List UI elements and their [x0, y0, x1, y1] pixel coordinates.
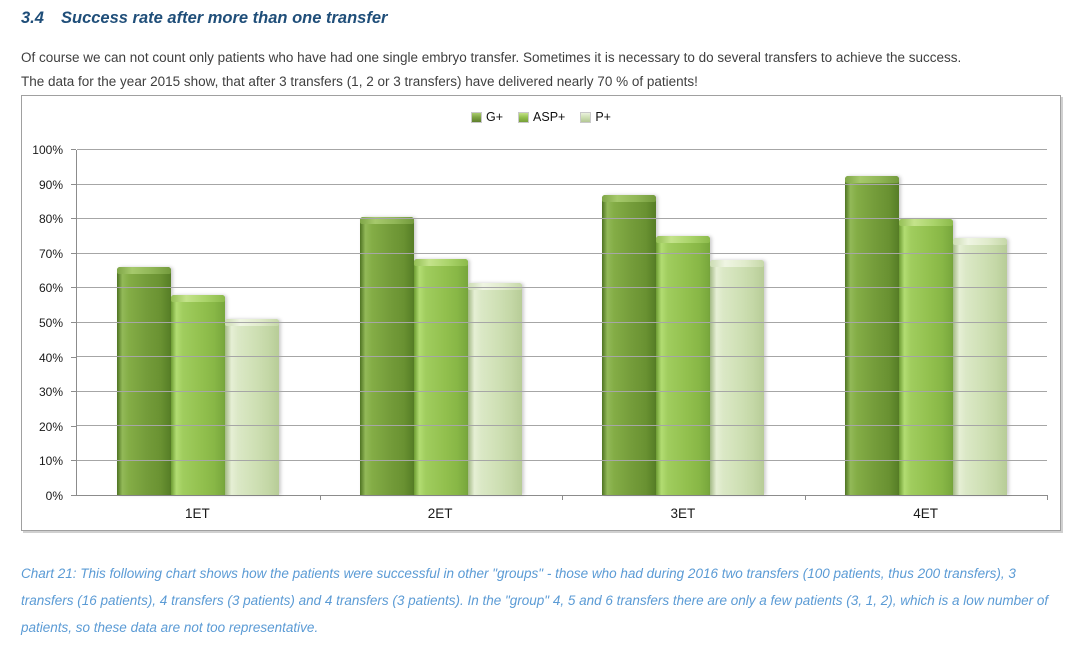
- bar-ASPplus-1ET: [171, 294, 226, 495]
- y-axis-tick-label: 60%: [38, 281, 63, 296]
- bar-Gplus-4ET: [844, 175, 899, 495]
- bar-group-3ET: [562, 150, 805, 495]
- y-axis-tick-label: 100%: [32, 143, 63, 157]
- gridline: [77, 356, 1047, 357]
- legend-item-Pplus: P+: [580, 110, 611, 124]
- gridline: [77, 459, 1047, 461]
- bar-ASPplus-3ET: [656, 236, 711, 495]
- y-axis-tick-label: 10%: [38, 454, 63, 469]
- y-axis-tick-label: 0%: [45, 489, 63, 503]
- y-axis-tick: [71, 495, 76, 496]
- legend-item-Gplus: G+: [471, 110, 503, 124]
- y-axis-labels: 0% 10% 20% 30% 40% 50% 60% 70% 80% 90% 100%: [22, 143, 76, 503]
- legend-label: G+: [486, 110, 504, 124]
- bar-Pplus-2ET: [467, 282, 522, 495]
- bar-group-4ET: [805, 150, 1048, 495]
- paragraph-2: The data for the year 2015 show, that af…: [21, 74, 698, 89]
- x-axis-tick: [804, 495, 806, 500]
- y-axis-tick-label: 50%: [38, 316, 63, 330]
- bar-ASPplus-4ET: [898, 219, 953, 495]
- y-axis-tick: [71, 183, 76, 185]
- chart-legend: G+ ASP+ P+: [22, 108, 1060, 126]
- bar-ASPplus-2ET: [413, 258, 468, 495]
- legend-label: P+: [595, 110, 611, 124]
- bars-row: [77, 150, 1047, 495]
- legend-label: ASP+: [533, 110, 566, 124]
- y-axis-tick-label: 20%: [38, 419, 63, 434]
- legend-item-ASPplus: ASP+: [518, 110, 565, 124]
- paragraph-1: Of course we can not count only patients…: [21, 50, 962, 65]
- category-label-4ET: 4ET: [913, 506, 938, 521]
- category-label-3ET: 3ET: [670, 506, 696, 521]
- bar-Gplus-1ET: [117, 267, 172, 495]
- y-axis-tick: [71, 391, 76, 393]
- gridline: [77, 183, 1047, 185]
- y-axis-tick: [71, 460, 76, 462]
- plot-area: [76, 149, 1048, 500]
- bar-Pplus-4ET: [952, 237, 1007, 495]
- bar-group-2ET: [320, 150, 563, 495]
- category-label-1ET: 1ET: [184, 506, 210, 521]
- y-axis-tick-label: 40%: [38, 350, 63, 365]
- gridline: [77, 321, 1047, 323]
- gridline: [77, 287, 1047, 288]
- x-axis-tick: [562, 495, 563, 500]
- plot-wrap: 0% 10% 20% 30% 40% 50% 60% 70% 80% 90% 100% 1ET 2ET…: [22, 143, 1060, 532]
- y-axis-tick: [71, 287, 76, 289]
- y-axis-tick: [71, 218, 76, 220]
- y-axis-tick-label: 90%: [38, 177, 63, 192]
- y-axis-tick: [71, 149, 76, 150]
- y-axis-tick: [71, 252, 76, 254]
- x-axis-labels: 1ET 2ET 3ET 4ET: [76, 497, 1047, 532]
- legend-color-swatch-icon: [580, 111, 592, 123]
- gridline: [77, 218, 1047, 219]
- gridline: [77, 425, 1047, 426]
- chart-caption: Chart 21: This following chart shows how…: [21, 566, 1049, 635]
- legend-color-swatch-icon: [518, 111, 530, 123]
- body-text: Of course we can not count only patients…: [21, 46, 1063, 94]
- bar-Pplus-1ET: [225, 319, 280, 495]
- section-heading: 3.4 Success rate after more than one tra…: [21, 9, 387, 28]
- chart-figure: G+ ASP+ P+ 0% 10% 20% 30% 40% 50% 60% 70% 80% 90% 10…: [21, 95, 1061, 531]
- x-axis-tick: [319, 495, 321, 500]
- y-axis-tick: [71, 356, 76, 358]
- y-axis-tick: [71, 425, 76, 427]
- gridline: [77, 390, 1047, 392]
- y-axis-tick-label: 80%: [38, 212, 63, 227]
- bar-group-1ET: [77, 150, 320, 495]
- y-axis-tick: [71, 322, 76, 323]
- gridline: [77, 252, 1047, 254]
- bar-Pplus-3ET: [710, 260, 765, 495]
- category-label-2ET: 2ET: [427, 506, 453, 521]
- x-axis-tick: [1047, 495, 1048, 500]
- legend-color-swatch-icon: [471, 111, 482, 123]
- section-number: 3.4: [21, 9, 44, 27]
- bar-Gplus-3ET: [602, 194, 657, 495]
- y-axis-tick-label: 30%: [38, 385, 63, 400]
- section-title: Success rate after more than one transfe…: [61, 9, 388, 27]
- y-axis-tick-label: 70%: [38, 246, 63, 261]
- gridline: [77, 149, 1047, 150]
